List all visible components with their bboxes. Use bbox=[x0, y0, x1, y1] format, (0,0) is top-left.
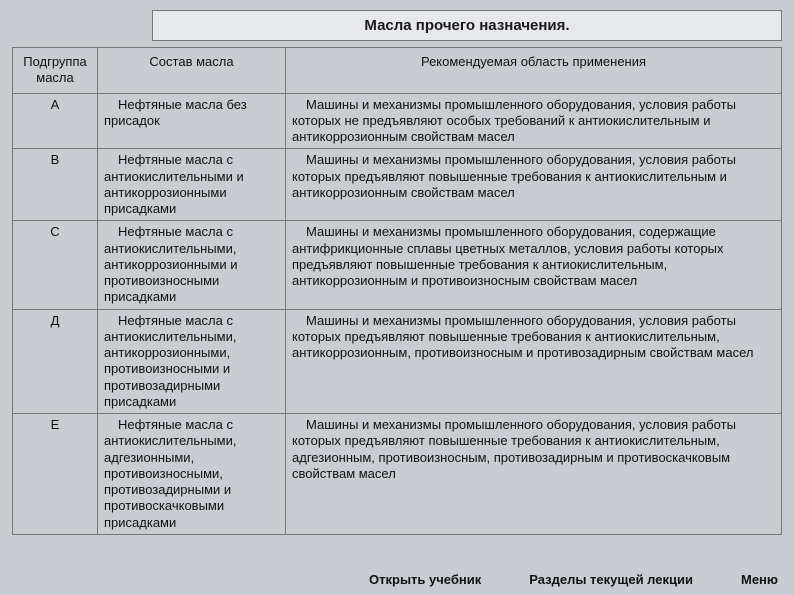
cell-application: Машины и механизмы промышленного оборудо… bbox=[286, 221, 782, 309]
cell-application: Машины и механизмы промышленного оборудо… bbox=[286, 309, 782, 414]
cell-application: Машины и механизмы промышленного оборудо… bbox=[286, 93, 782, 149]
cell-application: Машины и механизмы промышленного оборудо… bbox=[286, 414, 782, 535]
menu-link[interactable]: Меню bbox=[741, 572, 778, 587]
col-header-application: Рекомендуемая область применения bbox=[286, 48, 782, 94]
page-container: Масла прочего назначения. Подгруппа масл… bbox=[0, 0, 794, 595]
table-row: С Нефтяные масла с антиокислительными, а… bbox=[13, 221, 782, 309]
footer-nav: Открыть учебник Разделы текущей лекции М… bbox=[16, 572, 778, 587]
table-row: В Нефтяные масла с антиокислительными и … bbox=[13, 149, 782, 221]
table-header-row: Подгруппа масла Состав масла Рекомендуем… bbox=[13, 48, 782, 94]
cell-group: А bbox=[13, 93, 98, 149]
table-row: Е Нефтяные масла с антиокислительными, а… bbox=[13, 414, 782, 535]
col-header-composition: Состав масла bbox=[98, 48, 286, 94]
cell-composition: Нефтяные масла с антиокислительными, ант… bbox=[98, 309, 286, 414]
lecture-sections-link[interactable]: Разделы текущей лекции bbox=[529, 572, 693, 587]
cell-group: С bbox=[13, 221, 98, 309]
cell-application: Машины и механизмы промышленного оборудо… bbox=[286, 149, 782, 221]
table-row: А Нефтяные масла без присадок Машины и м… bbox=[13, 93, 782, 149]
oils-table: Подгруппа масла Состав масла Рекомендуем… bbox=[12, 47, 782, 535]
cell-group: Д bbox=[13, 309, 98, 414]
page-title: Масла прочего назначения. bbox=[152, 10, 782, 41]
cell-composition: Нефтяные масла с антиокислительными, адг… bbox=[98, 414, 286, 535]
cell-group: Е bbox=[13, 414, 98, 535]
col-header-group: Подгруппа масла bbox=[13, 48, 98, 94]
cell-group: В bbox=[13, 149, 98, 221]
table-row: Д Нефтяные масла с антиокислительными, а… bbox=[13, 309, 782, 414]
cell-composition: Нефтяные масла без присадок bbox=[98, 93, 286, 149]
cell-composition: Нефтяные масла с антиокислительными и ан… bbox=[98, 149, 286, 221]
cell-composition: Нефтяные масла с антиокислительными, ант… bbox=[98, 221, 286, 309]
open-textbook-link[interactable]: Открыть учебник bbox=[369, 572, 481, 587]
